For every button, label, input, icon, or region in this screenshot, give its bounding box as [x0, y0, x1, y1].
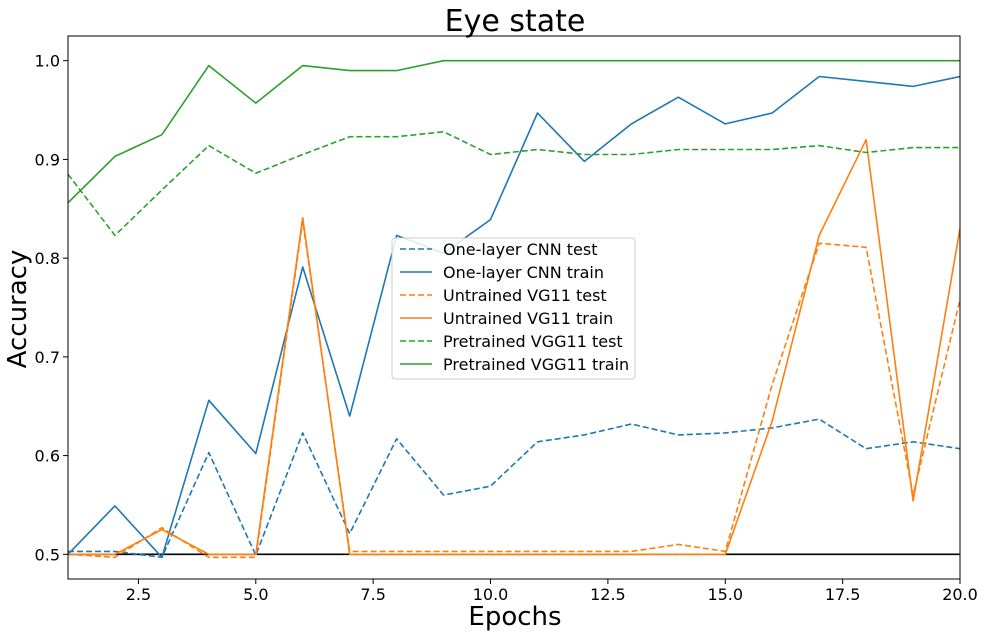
x-tick-label: 2.5: [126, 585, 151, 604]
series-group: [68, 59, 960, 559]
series-line-6: [68, 59, 960, 204]
legend-label-6: Pretrained VGG11 train: [443, 355, 629, 374]
x-tick-label: 15.0: [707, 585, 743, 604]
series-line-5: [68, 131, 960, 237]
y-tick-label: 0.5: [35, 545, 60, 564]
x-tick-label: 20.0: [942, 585, 978, 604]
x-tick-label: 5.0: [243, 585, 268, 604]
plot-area: [68, 59, 960, 559]
series-line-1: [68, 418, 960, 559]
x-axis-title: Epochs: [468, 602, 561, 632]
y-tick-label: 1.0: [35, 52, 60, 71]
y-tick-label: 0.6: [35, 447, 60, 466]
legend-label-3: Untrained VG11 test: [443, 286, 607, 305]
y-tick-label: 0.9: [35, 150, 60, 169]
plot-frame: [67, 35, 961, 580]
x-tick-label: 7.5: [360, 585, 385, 604]
y-axis: 0.5 0.6 0.7 0.8 0.9 1.0: [35, 52, 68, 564]
y-tick-label: 0.7: [35, 348, 60, 367]
x-tick-label: 17.5: [825, 585, 861, 604]
x-tick-label: 12.5: [590, 585, 626, 604]
legend-label-4: Untrained VG11 train: [443, 309, 613, 328]
x-tick-label: 10.0: [473, 585, 509, 604]
legend-label-1: One-layer CNN test: [443, 240, 598, 259]
y-axis-title: Accuracy: [3, 250, 33, 369]
legend: One-layer CNN test One-layer CNN train Unt…: [391, 237, 636, 380]
legend-label-2: One-layer CNN train: [443, 263, 604, 282]
legend-label-5: Pretrained VGG11 test: [443, 332, 623, 351]
x-axis: 2.5 5.0 7.5 10.0 12.5 15.0 17.5 20.0: [126, 579, 978, 604]
y-tick-label: 0.8: [35, 249, 60, 268]
chart-title: Eye state: [445, 4, 586, 39]
legend-box: [391, 237, 636, 380]
series-line-4: [68, 138, 960, 556]
series-line-2: [68, 75, 960, 559]
